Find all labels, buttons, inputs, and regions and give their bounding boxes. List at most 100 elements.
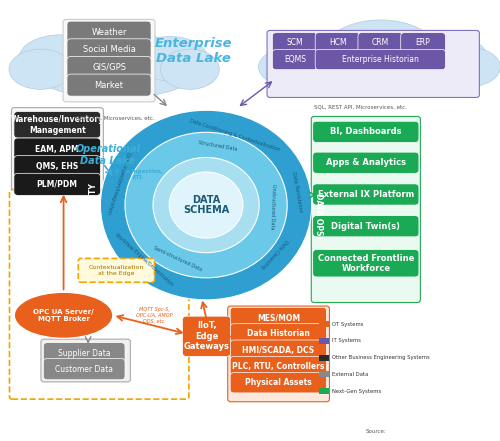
Text: Other Business Engineering Systems: Other Business Engineering Systems <box>332 355 430 360</box>
FancyBboxPatch shape <box>67 56 151 78</box>
Text: Next-Gen Systems: Next-Gen Systems <box>332 389 381 394</box>
Ellipse shape <box>432 47 500 87</box>
Circle shape <box>100 110 312 300</box>
Bar <box>319 321 329 327</box>
Text: Contextualization
at the Edge: Contextualization at the Edge <box>88 265 144 276</box>
FancyBboxPatch shape <box>14 173 101 195</box>
FancyBboxPatch shape <box>358 33 403 53</box>
FancyBboxPatch shape <box>312 216 419 237</box>
FancyBboxPatch shape <box>78 258 154 282</box>
FancyBboxPatch shape <box>228 306 330 402</box>
FancyBboxPatch shape <box>312 121 419 142</box>
Text: Data Ingestion/Integration: Data Ingestion/Integration <box>106 151 130 214</box>
Circle shape <box>169 172 243 238</box>
Text: Microservices,
no-code/low-code: Microservices, no-code/low-code <box>342 215 389 226</box>
Circle shape <box>125 132 287 278</box>
Text: IIoT,
Edge
Gateways: IIoT, Edge Gateways <box>184 321 230 351</box>
Text: Data Historian: Data Historian <box>247 329 310 338</box>
FancyBboxPatch shape <box>272 49 317 70</box>
Bar <box>319 371 329 377</box>
Text: REST API, Microservices, etc.: REST API, Microservices, etc. <box>76 116 154 121</box>
Circle shape <box>153 157 259 253</box>
Bar <box>319 338 329 344</box>
Text: Source:: Source: <box>366 430 386 434</box>
FancyBboxPatch shape <box>41 339 130 382</box>
Text: OT Systems: OT Systems <box>332 321 364 327</box>
Text: Data Conditioning & Contextualization: Data Conditioning & Contextualization <box>189 119 280 153</box>
Text: Data Persistence: Data Persistence <box>291 172 303 213</box>
Text: QMS, EHS: QMS, EHS <box>36 162 78 171</box>
Ellipse shape <box>68 22 162 80</box>
Ellipse shape <box>14 292 112 338</box>
Text: MES/MOM: MES/MOM <box>257 313 300 322</box>
Text: Enterprise
Data Lake: Enterprise Data Lake <box>155 37 232 65</box>
FancyBboxPatch shape <box>12 108 104 190</box>
Text: External IX Platform: External IX Platform <box>318 190 414 199</box>
FancyBboxPatch shape <box>44 359 125 380</box>
FancyBboxPatch shape <box>63 19 155 102</box>
Text: PLC, RTU, Controllers: PLC, RTU, Controllers <box>232 362 324 371</box>
FancyBboxPatch shape <box>67 21 151 43</box>
Text: HCM: HCM <box>329 38 346 47</box>
Text: Customer Data: Customer Data <box>55 365 113 374</box>
Ellipse shape <box>401 34 487 78</box>
Text: SCM: SCM <box>286 38 303 47</box>
FancyBboxPatch shape <box>230 373 326 393</box>
FancyBboxPatch shape <box>44 343 125 364</box>
FancyBboxPatch shape <box>267 30 480 97</box>
Text: Workflow Engine/Orchestration: Workflow Engine/Orchestration <box>114 232 174 287</box>
Text: Data Ingestion,
ETL: Data Ingestion, ETL <box>115 169 162 179</box>
Text: Enterprise Historian: Enterprise Historian <box>342 55 419 64</box>
Text: Digital Twin(s): Digital Twin(s) <box>332 222 400 231</box>
Text: EAM, APM: EAM, APM <box>36 145 79 153</box>
Text: Semi-structured Data: Semi-structured Data <box>153 246 203 273</box>
Text: OPC UA Server/
MQTT Broker: OPC UA Server/ MQTT Broker <box>33 309 94 322</box>
Text: Connected Frontline
Workforce: Connected Frontline Workforce <box>318 254 414 273</box>
Text: CRM: CRM <box>372 38 389 47</box>
FancyBboxPatch shape <box>182 316 230 356</box>
Ellipse shape <box>326 20 435 78</box>
FancyBboxPatch shape <box>14 156 101 178</box>
FancyBboxPatch shape <box>315 49 446 70</box>
FancyBboxPatch shape <box>312 250 419 277</box>
FancyBboxPatch shape <box>230 356 326 377</box>
FancyBboxPatch shape <box>230 307 326 328</box>
Text: Operational
Data Lake: Operational Data Lake <box>76 145 140 166</box>
Text: ERP: ERP <box>416 38 430 47</box>
Bar <box>319 355 329 361</box>
Text: Market: Market <box>94 81 124 90</box>
FancyBboxPatch shape <box>312 184 419 205</box>
FancyBboxPatch shape <box>67 39 151 61</box>
Text: DATA: DATA <box>192 195 220 205</box>
Text: PLM/PDM: PLM/PDM <box>36 180 78 189</box>
FancyBboxPatch shape <box>14 138 101 160</box>
FancyBboxPatch shape <box>14 112 101 138</box>
Text: BI, Dashboards: BI, Dashboards <box>330 127 402 136</box>
Text: GIS/GPS: GIS/GPS <box>92 63 126 72</box>
Text: IT Systems: IT Systems <box>332 338 361 344</box>
Text: HMI/SCADA, DCS: HMI/SCADA, DCS <box>242 346 314 355</box>
Text: SQL, REST API, Microservices, etc.: SQL, REST API, Microservices, etc. <box>314 105 408 110</box>
Text: Social Media: Social Media <box>82 45 136 54</box>
Text: SQL, CSV, ETL, etc.: SQL, CSV, ETL, etc. <box>341 123 391 128</box>
FancyBboxPatch shape <box>400 33 446 53</box>
Text: Physical Assets: Physical Assets <box>245 378 312 387</box>
FancyBboxPatch shape <box>312 152 419 173</box>
Text: DATA OPS: DATA OPS <box>314 193 323 235</box>
Text: Unstructured Data: Unstructured Data <box>269 184 276 230</box>
FancyBboxPatch shape <box>315 33 360 53</box>
Ellipse shape <box>32 40 198 98</box>
Bar <box>319 388 329 394</box>
Text: EQMS: EQMS <box>284 55 306 64</box>
Ellipse shape <box>284 38 476 96</box>
Ellipse shape <box>258 47 331 87</box>
Text: Microservices, API's, etc.: Microservices, API's, etc. <box>334 255 398 261</box>
FancyBboxPatch shape <box>67 74 151 96</box>
Text: DATA GOVERNANCE: DATA GOVERNANCE <box>164 99 248 108</box>
Text: SCHEMA: SCHEMA <box>183 206 229 215</box>
FancyBboxPatch shape <box>230 324 326 344</box>
Text: External Data: External Data <box>332 372 368 377</box>
FancyBboxPatch shape <box>272 33 317 53</box>
Text: Supplier Data: Supplier Data <box>58 349 110 358</box>
Text: ML/AI, API's, Microservices: ML/AI, API's, Microservices <box>332 154 400 159</box>
